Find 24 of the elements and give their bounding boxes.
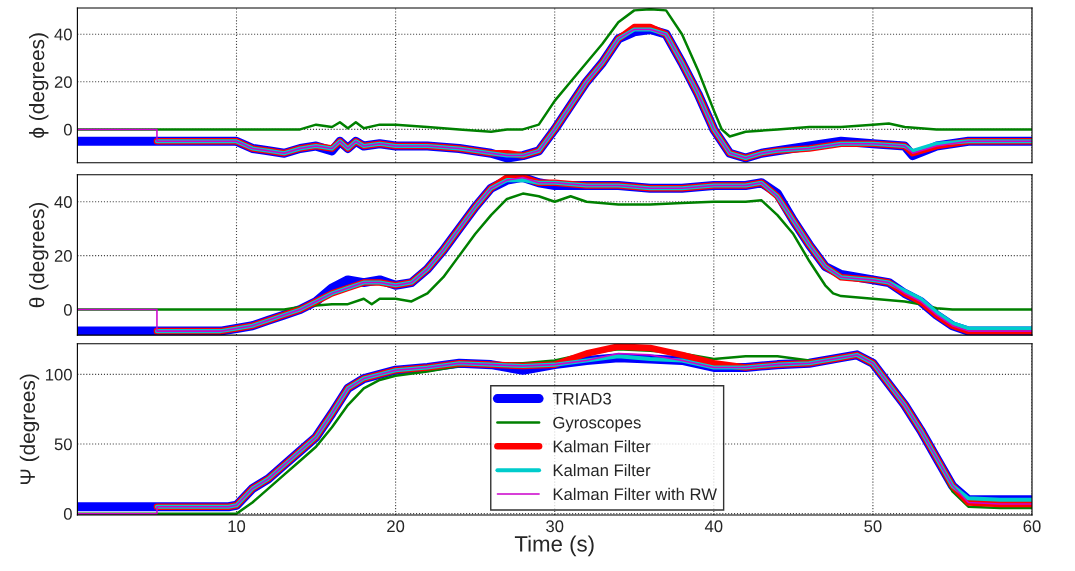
x-tick-label: 60 bbox=[1023, 520, 1041, 533]
y-tick-label: 0 bbox=[63, 303, 72, 316]
y-tick-label: 40 bbox=[54, 28, 72, 41]
y-tick-label: 100 bbox=[46, 368, 72, 381]
y-axis-title: ϕ (degrees) bbox=[29, 33, 49, 138]
x-tick-label: 40 bbox=[704, 520, 723, 533]
legend-label: Kalman Filter with RW bbox=[553, 487, 717, 501]
x-tick-label: 10 bbox=[228, 520, 246, 533]
x-axis-title: Time (s) bbox=[514, 535, 594, 557]
y-tick-label: 50 bbox=[54, 438, 72, 451]
y-tick-label: 0 bbox=[63, 508, 72, 520]
legend-label: Kalman Filter bbox=[553, 463, 651, 477]
y-tick-label: 20 bbox=[54, 250, 72, 262]
y-tick-label: 0 bbox=[63, 123, 72, 136]
x-tick-label: 20 bbox=[387, 520, 405, 533]
y-tick-label: 20 bbox=[54, 76, 72, 88]
y-axis-title: θ (degrees) bbox=[29, 202, 49, 308]
x-tick-label: 50 bbox=[864, 520, 882, 533]
legend-label: TRIAD3 bbox=[552, 392, 611, 405]
legend-label: Kalman Filter bbox=[553, 440, 651, 453]
y-axis-title: Ψ (degrees) bbox=[19, 374, 40, 485]
x-tick-label: 30 bbox=[546, 520, 564, 533]
legend-label: Gyroscopes bbox=[553, 416, 641, 432]
y-tick-label: 40 bbox=[54, 196, 72, 208]
